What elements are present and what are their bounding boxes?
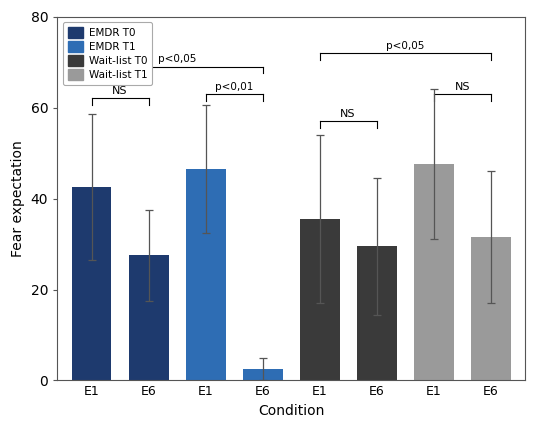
Bar (471, 237, 511, 381)
Text: p<0,01: p<0,01 (215, 82, 254, 92)
Bar (129, 255, 168, 381)
Bar (72, 187, 111, 381)
Bar (300, 219, 340, 381)
Y-axis label: Fear expectation: Fear expectation (11, 140, 25, 257)
Bar (414, 164, 453, 381)
X-axis label: Condition: Condition (258, 404, 324, 418)
Bar (185, 169, 226, 381)
Bar (243, 369, 282, 381)
Text: NS: NS (455, 82, 470, 92)
Text: p<0,05: p<0,05 (158, 54, 196, 64)
Bar (356, 246, 397, 381)
Text: p<0,05: p<0,05 (386, 41, 425, 51)
Legend: EMDR T0, EMDR T1, Wait-list T0, Wait-list T1: EMDR T0, EMDR T1, Wait-list T0, Wait-lis… (63, 22, 152, 85)
Text: NS: NS (113, 86, 128, 96)
Text: NS: NS (340, 109, 356, 119)
